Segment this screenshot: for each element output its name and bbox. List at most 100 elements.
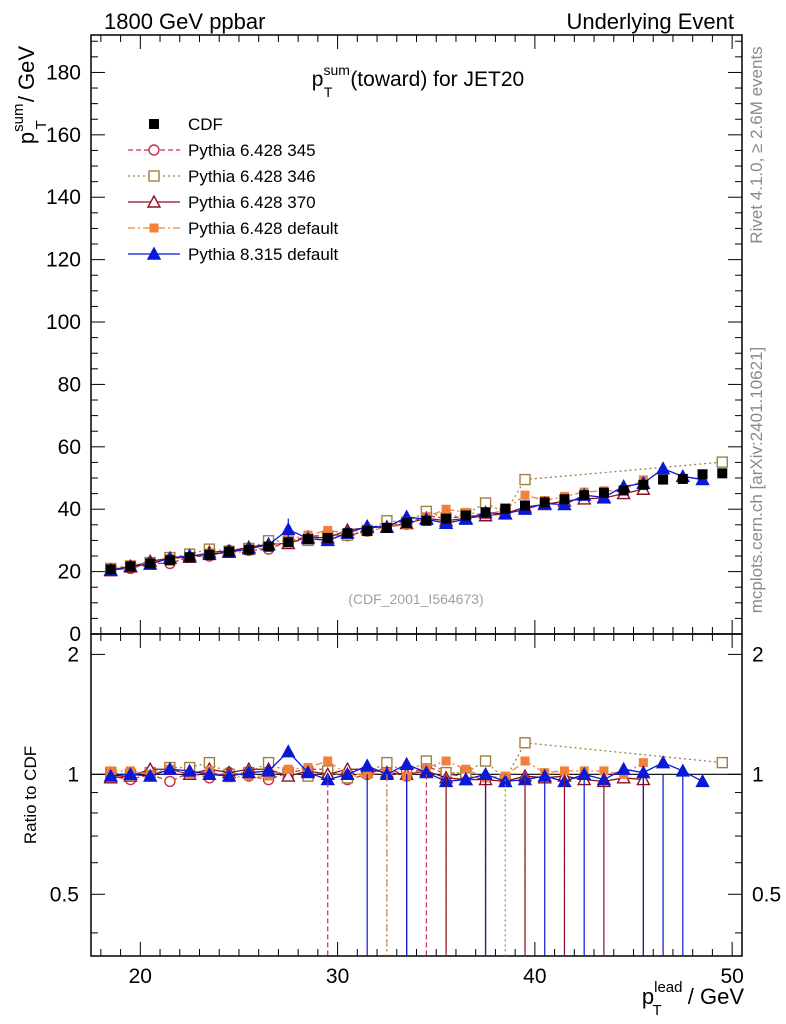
point-cdf [401, 518, 412, 529]
header-right: Underlying Event [566, 9, 734, 34]
ratio-tick-label-right: 0.5 [752, 883, 781, 906]
point-pdef [520, 490, 530, 500]
point-cdf [658, 474, 669, 485]
series-line-p346 [110, 461, 723, 570]
ratio-point-p8 [123, 766, 138, 781]
legend-marker-pdef [149, 223, 159, 233]
x-tick-label: 50 [720, 965, 743, 988]
ratio-point-p8 [458, 772, 473, 786]
point-p8 [655, 461, 671, 475]
ratio-point-pdef [599, 766, 609, 776]
y-tick-label: 40 [58, 498, 81, 521]
ratio-point-p8 [241, 765, 256, 779]
x-tick-label: 40 [523, 965, 546, 988]
point-cdf [579, 490, 590, 501]
ratio-tick-label-right: 1 [752, 763, 764, 786]
ratio-point-p8 [281, 744, 296, 758]
y-tick-label: 60 [58, 436, 81, 459]
ratio-point-p346 [519, 737, 531, 749]
point-cdf [717, 468, 728, 479]
y-axis-label: psum T / GeV [10, 46, 50, 144]
side-label-rivet: Rivet 4.1.0, ≥ 2.6M events [747, 46, 766, 243]
ratio-point-p8 [103, 768, 118, 782]
point-p346 [716, 456, 728, 468]
ratio-point-p8 [182, 763, 197, 777]
point-pdef [441, 504, 451, 514]
legend-label-p346: Pythia 6.428 346 [188, 167, 316, 186]
point-cdf [322, 532, 333, 543]
ratio-point-p8 [340, 766, 355, 781]
ratio-y-axis-label: Ratio to CDF [21, 746, 40, 844]
ratio-point-p345 [164, 775, 176, 788]
legend-label-p370: Pythia 6.428 370 [188, 193, 316, 212]
y-tick-label: 180 [46, 61, 81, 84]
ratio-point-pdef [520, 756, 530, 766]
ratio-point-p346 [479, 755, 492, 767]
ratio-point-pdef [323, 756, 333, 766]
point-cdf [539, 497, 550, 508]
y-tick-label: 80 [58, 373, 81, 396]
ratio-point-p8 [261, 763, 276, 777]
legend: CDF Pythia 6.428 345 Pythia 6.428 346 Pythi… [128, 115, 339, 264]
y-tick-label: 20 [58, 561, 81, 584]
point-cdf [480, 507, 491, 518]
ratio-point-p8 [360, 758, 375, 772]
ratio-point-pdef [441, 756, 451, 766]
point-cdf [362, 526, 373, 537]
ratio-point-p8 [221, 768, 237, 782]
ratio-tick-label-right: 2 [752, 643, 764, 666]
main-plot-area: 0 20 40 60 80 100 120 140 160 180 [46, 34, 743, 956]
point-cdf [184, 552, 195, 563]
legend-label-pdef: Pythia 6.428 default [188, 219, 339, 238]
point-cdf [520, 500, 530, 511]
point-cdf [204, 549, 215, 560]
point-cdf [342, 528, 353, 539]
ratio-point-p8 [202, 766, 217, 781]
point-cdf [697, 469, 708, 480]
header-left: 1800 GeV ppbar [104, 9, 265, 34]
legend-label-cdf: CDF [188, 115, 223, 134]
ratio-tick-label: 0.5 [50, 883, 79, 906]
ratio-point-p8 [616, 761, 631, 775]
legend-marker-p346 [148, 170, 160, 182]
ratio-point-p8 [675, 763, 690, 777]
analysis-id: (CDF_2001_I564673) [348, 591, 483, 607]
legend-marker-p345 [148, 144, 160, 156]
legend-label-p345: Pythia 6.428 345 [188, 141, 316, 160]
point-cdf [125, 561, 136, 572]
point-cdf [105, 564, 116, 575]
point-cdf [283, 537, 294, 548]
x-tick-label: 30 [326, 965, 349, 988]
ratio-point-p8 [695, 773, 710, 788]
point-cdf [303, 534, 313, 545]
point-cdf [145, 558, 156, 569]
ratio-point-p8 [399, 756, 414, 770]
y-tick-label: 100 [46, 311, 81, 334]
ratio-point-p8 [143, 768, 158, 782]
point-pdef [323, 525, 333, 535]
point-cdf [381, 522, 392, 533]
legend-label-p8: Pythia 8.315 default [188, 245, 339, 264]
legend-marker-p8 [146, 246, 162, 260]
legend-marker-cdf [149, 119, 159, 129]
point-cdf [638, 479, 649, 490]
x-axis-label: plead T / GeV [642, 979, 744, 1019]
point-cdf [460, 510, 471, 521]
ratio-point-p8 [300, 765, 316, 779]
point-cdf [243, 544, 254, 555]
ratio-frame [90, 633, 743, 957]
ratio-line-p370 [110, 768, 644, 783]
y-tick-label: 160 [46, 124, 81, 147]
y-tick-label: 120 [46, 249, 81, 272]
ratio-plot-area: 20 30 40 50 0.5 0.5 1 1 2 2 [50, 633, 781, 988]
legend-marker-p370 [146, 194, 162, 208]
side-label-mcplots: mcplots.cern.ch [arXiv:2401.10621] [747, 347, 766, 613]
point-cdf [598, 487, 609, 498]
point-cdf [559, 494, 570, 505]
plot-title: psum T (toward) for JET20 [312, 62, 524, 100]
point-cdf [441, 513, 452, 524]
point-cdf [421, 515, 432, 526]
point-cdf [164, 555, 175, 566]
ratio-point-pdef [638, 758, 648, 768]
